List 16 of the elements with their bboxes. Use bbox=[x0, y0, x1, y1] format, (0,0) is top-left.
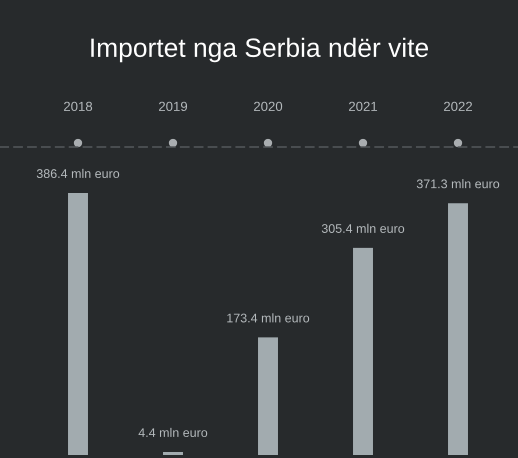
data-label: 305.4 mln euro bbox=[322, 224, 404, 233]
data-label: 386.4 mln euro bbox=[36, 168, 120, 178]
bar bbox=[353, 248, 373, 455]
data-label: 4.4 mln euro bbox=[138, 428, 208, 438]
x-tick-label: 2021 bbox=[348, 102, 378, 112]
x-tick-label: 2020 bbox=[254, 102, 282, 112]
bar bbox=[163, 452, 183, 455]
x-tick-label: 2018 bbox=[64, 102, 92, 112]
x-tick-label: 2019 bbox=[158, 102, 188, 112]
bar bbox=[448, 203, 468, 455]
bar bbox=[258, 337, 278, 455]
data-label: 371.3 mln euro bbox=[416, 179, 500, 188]
data-label: 173.4 mln euro bbox=[227, 313, 310, 322]
chart-title: Importet nga Serbia ndër vite bbox=[91, 38, 428, 62]
x-tick-label: 2022 bbox=[444, 102, 472, 112]
bar bbox=[68, 193, 88, 455]
